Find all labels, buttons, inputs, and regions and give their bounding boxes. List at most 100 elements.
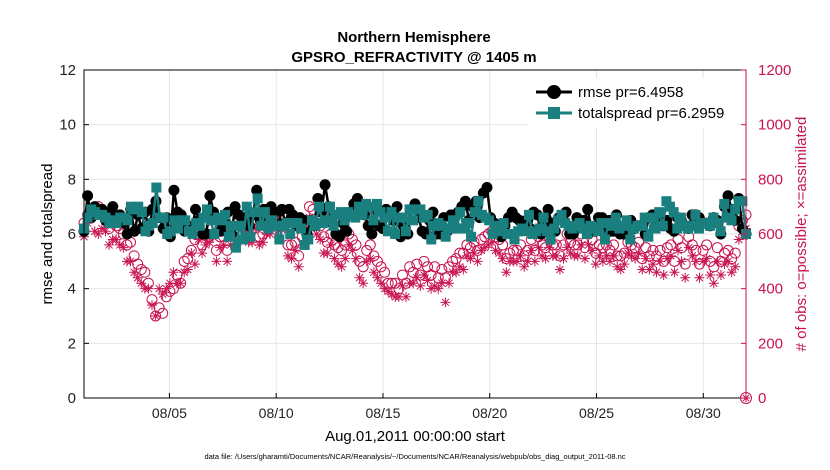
assimilated-obs-point <box>630 253 641 264</box>
assimilated-obs-point <box>164 278 175 289</box>
totalspread-point <box>274 234 285 245</box>
totalspread-point <box>335 207 346 218</box>
assimilated-obs-point <box>486 237 497 248</box>
assimilated-obs-point <box>365 253 376 264</box>
assimilated-obs-point <box>111 234 122 245</box>
possible-obs-point <box>679 258 691 270</box>
assimilated-obs-point <box>193 234 204 245</box>
possible-obs-point <box>282 239 294 251</box>
totalspread-point <box>386 207 397 218</box>
totalspread-point <box>646 212 657 223</box>
totalspread-point <box>263 223 274 234</box>
totalspread-point <box>382 226 393 237</box>
assimilated-obs-point <box>440 297 451 308</box>
assimilated-obs-point <box>558 253 569 264</box>
totalspread-point <box>408 215 419 226</box>
y-right-tick-label: 600 <box>758 226 783 243</box>
y-tick-label: 8 <box>68 171 76 188</box>
chart-subtitle: GPSRO_REFRACTIVITY @ 1405 m <box>291 49 536 66</box>
possible-obs-point <box>368 250 380 262</box>
totalspread-point <box>437 220 448 231</box>
totalspread-point <box>140 226 151 237</box>
totalspread-point <box>368 215 379 226</box>
assimilated-obs-point <box>594 250 605 261</box>
rmse-point <box>481 182 493 194</box>
totalspread-point <box>462 218 473 229</box>
assimilated-obs-point <box>257 237 268 248</box>
assimilated-obs-point <box>118 242 129 253</box>
rmse-point <box>229 201 241 213</box>
assimilated-obs-point <box>651 267 662 278</box>
legend-spread-label: totalspread pr=6.2959 <box>578 105 724 122</box>
possible-obs-point <box>507 244 519 256</box>
assimilated-obs-point <box>698 256 709 267</box>
assimilated-obs-point <box>626 250 637 261</box>
totalspread-point <box>574 218 585 229</box>
totalspread-point <box>578 223 589 234</box>
rmse-point <box>200 228 212 240</box>
assimilated-obs-point <box>476 245 487 256</box>
totalspread-point <box>328 220 339 231</box>
assimilated-obs-point <box>225 239 236 250</box>
assimilated-obs-point <box>687 250 698 261</box>
totalspread-point <box>350 212 361 223</box>
assimilated-obs-point <box>615 264 626 275</box>
assimilated-obs-point <box>465 253 476 264</box>
totalspread-point <box>249 207 260 218</box>
totalspread-point <box>549 223 560 234</box>
assimilated-obs-point <box>644 264 655 275</box>
legend: rmse pr=6.4958 totalspread pr=6.2959 <box>528 78 738 128</box>
totalspread-point <box>639 212 650 223</box>
assimilated-obs-point <box>436 278 447 289</box>
assimilated-obs-point <box>622 248 633 259</box>
assimilated-obs-point <box>519 261 530 272</box>
y-tick-label: 0 <box>68 390 76 407</box>
assimilated-obs-point <box>723 256 734 267</box>
totalspread-point <box>726 215 737 226</box>
assimilated-obs-point <box>214 242 225 253</box>
assimilated-obs-point <box>265 229 276 239</box>
assimilated-obs-point <box>222 256 233 267</box>
assimilated-obs-point <box>479 242 490 253</box>
x-axis-label: Aug.01,2011 00:00:00 start <box>325 428 506 445</box>
totalspread-point <box>534 223 545 234</box>
possible-obs-point <box>654 244 666 256</box>
assimilated-obs-point <box>340 253 351 264</box>
possible-obs-point <box>404 261 416 273</box>
totalspread-point <box>661 196 672 207</box>
possible-obs-point <box>210 244 222 256</box>
assimilated-obs-point <box>104 239 115 250</box>
totalspread-point <box>281 218 292 229</box>
assimilated-obs-point <box>712 256 723 267</box>
totalspread-point <box>306 215 317 226</box>
assimilated-obs-point <box>372 272 383 283</box>
possible-obs-point <box>701 239 713 251</box>
assimilated-obs-point <box>361 256 372 267</box>
assimilated-obs-point <box>129 267 140 278</box>
assimilated-obs-point <box>322 248 333 259</box>
assimilated-obs-point <box>583 239 594 250</box>
totalspread-point <box>256 220 267 231</box>
totalspread-point <box>364 201 375 212</box>
chart-title: Northern Hemisphere <box>337 29 490 46</box>
totalspread-point <box>625 234 636 245</box>
assimilated-obs-point <box>715 270 726 280</box>
assimilated-obs-point <box>350 253 361 264</box>
assimilated-obs-point <box>200 239 211 250</box>
totalspread-point <box>292 218 303 229</box>
assimilated-obs-point <box>368 267 379 278</box>
possible-obs-point <box>379 266 391 278</box>
assimilated-obs-point <box>218 239 229 250</box>
totalspread-point <box>686 220 697 231</box>
totalspread-point <box>451 223 462 234</box>
assimilated-obs-point <box>286 253 297 264</box>
totalspread-point <box>636 220 647 231</box>
totalspread-point <box>372 198 383 209</box>
legend-spread-marker <box>548 107 560 119</box>
totalspread-point <box>357 209 368 220</box>
assimilated-obs-point <box>347 245 358 256</box>
assimilated-obs-point <box>354 272 365 283</box>
assimilated-obs-point <box>379 283 390 294</box>
rmse-point <box>82 190 94 202</box>
assimilated-obs-point <box>401 291 412 302</box>
